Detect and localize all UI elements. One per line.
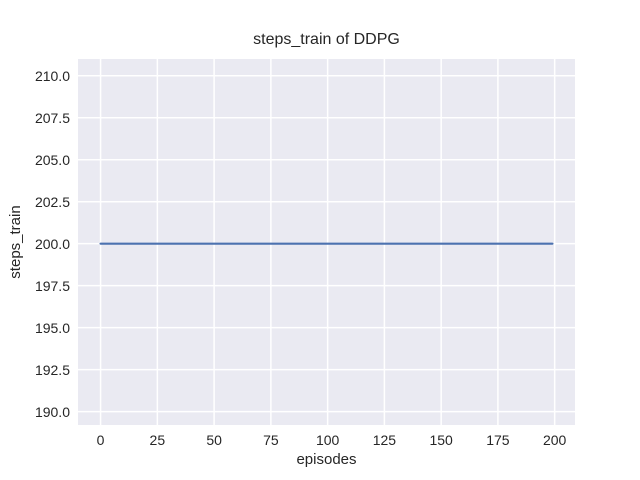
x-tick-label: 150 [429,432,453,448]
y-tick-label: 205.0 [34,151,70,168]
x-tick-label: 100 [315,432,340,448]
y-tick-label: 197.5 [34,277,70,294]
y-tick-label: 202.5 [34,193,70,210]
y-tick-label: 192.5 [34,361,70,378]
x-tick-label: 25 [149,432,166,448]
y-tick-label: 210.0 [34,67,70,84]
y-tick-label: 200.0 [34,235,70,252]
y-tick-label: 190.0 [34,403,70,420]
x-tick-label: 0 [96,432,105,448]
plot-area [78,59,575,425]
x-axis-label: episodes [296,451,357,468]
x-tick-label: 75 [263,432,279,448]
x-tick-label: 50 [206,432,222,448]
y-tick-label: 195.0 [34,319,70,336]
plot-canvas [78,59,575,425]
x-tick-label: 125 [372,432,397,448]
chart-title: steps_train of DDPG [253,31,400,48]
x-tick-label: 200 [542,432,567,448]
y-tick-label: 207.5 [34,109,70,126]
x-tick-label: 175 [486,432,510,448]
